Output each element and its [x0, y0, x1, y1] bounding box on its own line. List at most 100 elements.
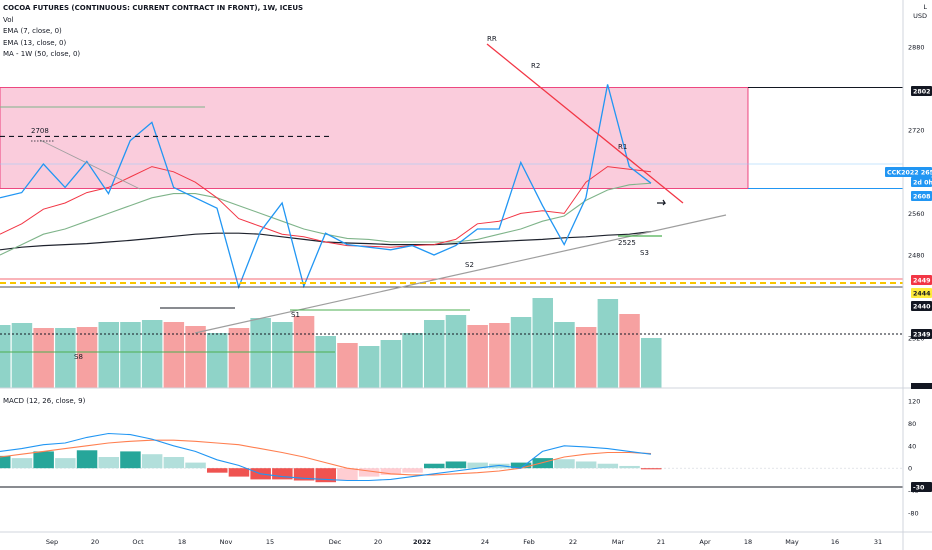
volume-bar — [402, 333, 423, 388]
price-tag-bg — [911, 275, 932, 285]
macd-histogram-bar — [98, 457, 119, 469]
chart-legend: COCOA FUTURES (CONTINUOUS: CURRENT CONTR… — [3, 3, 303, 61]
price-tag: 2802 — [911, 86, 932, 96]
time-axis-label: 31 — [874, 538, 882, 546]
price-tag: 2349 — [911, 329, 932, 339]
price-tag: 2608 — [911, 191, 932, 201]
volume-bar — [489, 323, 510, 388]
label-r2: R2 — [531, 62, 540, 70]
macd-axis-label: 40 — [908, 442, 916, 450]
macd-axis-label: 120 — [908, 398, 920, 406]
price-tag: 2444 — [911, 288, 932, 298]
volume-bar — [250, 318, 271, 388]
macd-histogram-bar — [76, 450, 98, 469]
gray-short-line — [39, 139, 141, 190]
macd-histogram-bar — [467, 462, 488, 469]
price-tag: -30 — [911, 482, 932, 492]
volume-bar — [163, 322, 185, 388]
label-rr: RR — [487, 35, 497, 43]
volume-bar — [619, 314, 640, 388]
macd-histogram-bar — [597, 463, 619, 469]
price-tag-bg — [911, 301, 932, 311]
legend-ma50[interactable]: MA - 1W (50, close, 0) — [3, 50, 81, 58]
macd-histogram-bar — [272, 468, 293, 480]
volume-bar — [532, 298, 553, 388]
macd-histogram-bar — [141, 454, 163, 469]
label-s8: S8 — [74, 353, 83, 361]
volume-bar — [0, 325, 11, 388]
price-tag-text: 2802 — [913, 88, 931, 95]
macd-histogram-bar — [163, 457, 185, 469]
macd-histogram-bar — [510, 462, 532, 469]
time-axis-label: 20 — [374, 538, 382, 546]
price-tag-text: 2440 — [913, 303, 931, 310]
resistance-zone — [0, 87, 749, 189]
price-axis-label: 2480 — [908, 252, 925, 260]
time-axis-label: Mar — [612, 538, 625, 546]
currency-unit[interactable]: USD — [913, 12, 927, 20]
volume-bar — [315, 336, 336, 388]
price-tag-text: 2449 — [913, 277, 931, 284]
volume-bar — [575, 327, 597, 388]
macd-histogram-bar — [55, 458, 76, 469]
volume-bar — [11, 323, 33, 388]
price-tag-stub — [911, 383, 932, 389]
macd-histogram-bar — [402, 468, 423, 473]
macd-histogram-bar — [445, 461, 467, 469]
time-axis-label: Feb — [523, 538, 535, 546]
label-r1: R1 — [618, 143, 627, 151]
time-axis-label: 22 — [569, 538, 577, 546]
macd-histogram-bar — [185, 462, 206, 469]
macd-histogram-bar — [358, 468, 380, 477]
macd-line — [0, 432, 652, 482]
ema7-line — [0, 166, 652, 248]
time-axis-label: Dec — [329, 538, 342, 546]
time-axis-label: Apr — [699, 538, 711, 546]
macd-histogram-bar — [424, 463, 445, 469]
macd-axis-label: 0 — [908, 465, 912, 473]
macd-histogram-bar — [33, 451, 54, 469]
macd-histogram-bar — [11, 458, 33, 469]
volume-bar — [120, 322, 141, 388]
volume-bar — [228, 328, 250, 388]
price-tag-text: -30 — [913, 484, 925, 491]
macd-histogram-bar — [380, 468, 402, 475]
macd-histogram-bar — [0, 455, 11, 469]
macd-histogram-bar — [337, 468, 358, 481]
time-axis-label: Oct — [132, 538, 144, 546]
volume-bar — [207, 333, 228, 388]
volume-bar — [185, 326, 206, 388]
volume-bar — [467, 325, 488, 388]
volume-bar — [445, 315, 467, 388]
volume-bar — [380, 340, 402, 388]
axis-mode-label[interactable]: L — [923, 3, 927, 11]
label-2525: 2525 — [618, 239, 636, 247]
macd-histogram-bar — [619, 465, 640, 469]
label-2708: 2708 — [31, 127, 49, 135]
price-line — [0, 84, 652, 290]
macd-histogram-bar — [532, 458, 553, 469]
macd-histogram-bar — [228, 468, 250, 477]
volume-bar — [510, 317, 532, 388]
legend-macd[interactable]: MACD (12, 26, close, 9) — [3, 397, 86, 405]
red-downtrend-line — [486, 43, 684, 204]
price-tag-text: CCK2022 2655 — [887, 169, 932, 176]
price-tag-bg — [911, 177, 932, 187]
time-axis-label: Nov — [220, 538, 233, 546]
time-axis-label: May — [785, 538, 799, 546]
time-axis-label: 15 — [266, 538, 274, 546]
legend-ema7[interactable]: EMA (7, close, 0) — [3, 27, 62, 35]
macd-histogram-bar — [207, 468, 228, 473]
volume-bar — [55, 328, 76, 388]
macd-histogram-bar — [120, 451, 141, 469]
time-axis-label: 21 — [657, 538, 665, 546]
price-tag-bg — [911, 191, 932, 201]
signal-line — [0, 439, 652, 476]
macd-histogram-bar — [575, 461, 597, 469]
price-tag-bg — [911, 329, 932, 339]
price-tag-text: 2444 — [913, 290, 931, 297]
legend-vol[interactable]: Vol — [3, 15, 14, 24]
time-axis-label: 16 — [831, 538, 839, 546]
legend-ema13[interactable]: EMA (13, close, 0) — [3, 38, 67, 47]
